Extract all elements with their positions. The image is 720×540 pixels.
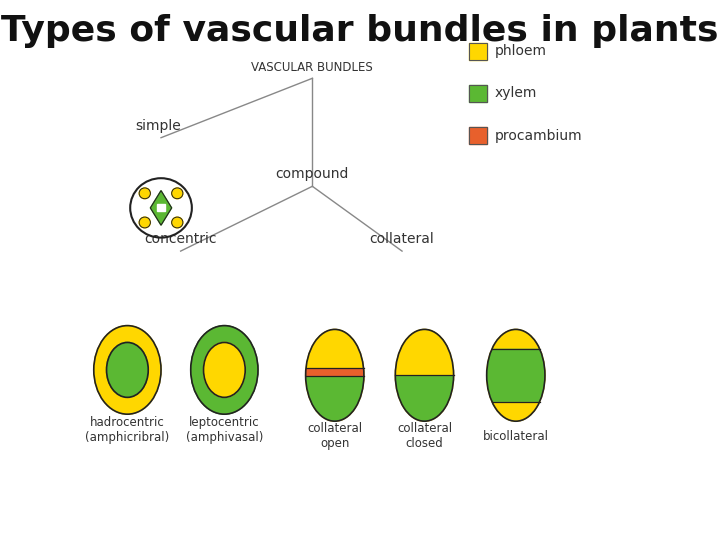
Polygon shape (305, 368, 364, 376)
Bar (469, 127, 487, 144)
Text: concentric: concentric (145, 232, 217, 246)
Circle shape (139, 217, 150, 228)
Bar (469, 85, 487, 102)
Ellipse shape (395, 329, 454, 421)
Text: collateral
closed: collateral closed (397, 422, 452, 450)
Bar (469, 85, 487, 102)
Circle shape (139, 188, 150, 199)
Ellipse shape (94, 326, 161, 414)
Polygon shape (487, 349, 545, 402)
Circle shape (171, 217, 183, 228)
Polygon shape (395, 375, 454, 421)
Polygon shape (305, 376, 364, 421)
Ellipse shape (487, 329, 545, 421)
Bar (469, 43, 487, 60)
Text: collateral
open: collateral open (307, 422, 362, 450)
Bar (469, 43, 487, 60)
Circle shape (130, 178, 192, 238)
Text: VASCULAR BUNDLES: VASCULAR BUNDLES (251, 61, 373, 74)
Bar (469, 127, 487, 144)
Text: procambium: procambium (495, 129, 582, 143)
Text: hadrocentric
(amphicribral): hadrocentric (amphicribral) (85, 416, 169, 444)
Text: compound: compound (276, 167, 349, 181)
Text: phloem: phloem (495, 44, 547, 58)
Ellipse shape (191, 326, 258, 414)
Text: simple: simple (135, 119, 181, 133)
Bar (158, 204, 165, 211)
Circle shape (171, 188, 183, 199)
Text: Types of vascular bundles in plants: Types of vascular bundles in plants (1, 14, 719, 48)
Ellipse shape (305, 329, 364, 421)
Text: xylem: xylem (495, 86, 537, 100)
Text: leptocentric
(amphivasal): leptocentric (amphivasal) (186, 416, 263, 444)
Text: bicollateral: bicollateral (483, 430, 549, 443)
Text: collateral: collateral (369, 232, 434, 246)
Ellipse shape (204, 342, 246, 397)
Polygon shape (150, 191, 171, 225)
Ellipse shape (107, 342, 148, 397)
